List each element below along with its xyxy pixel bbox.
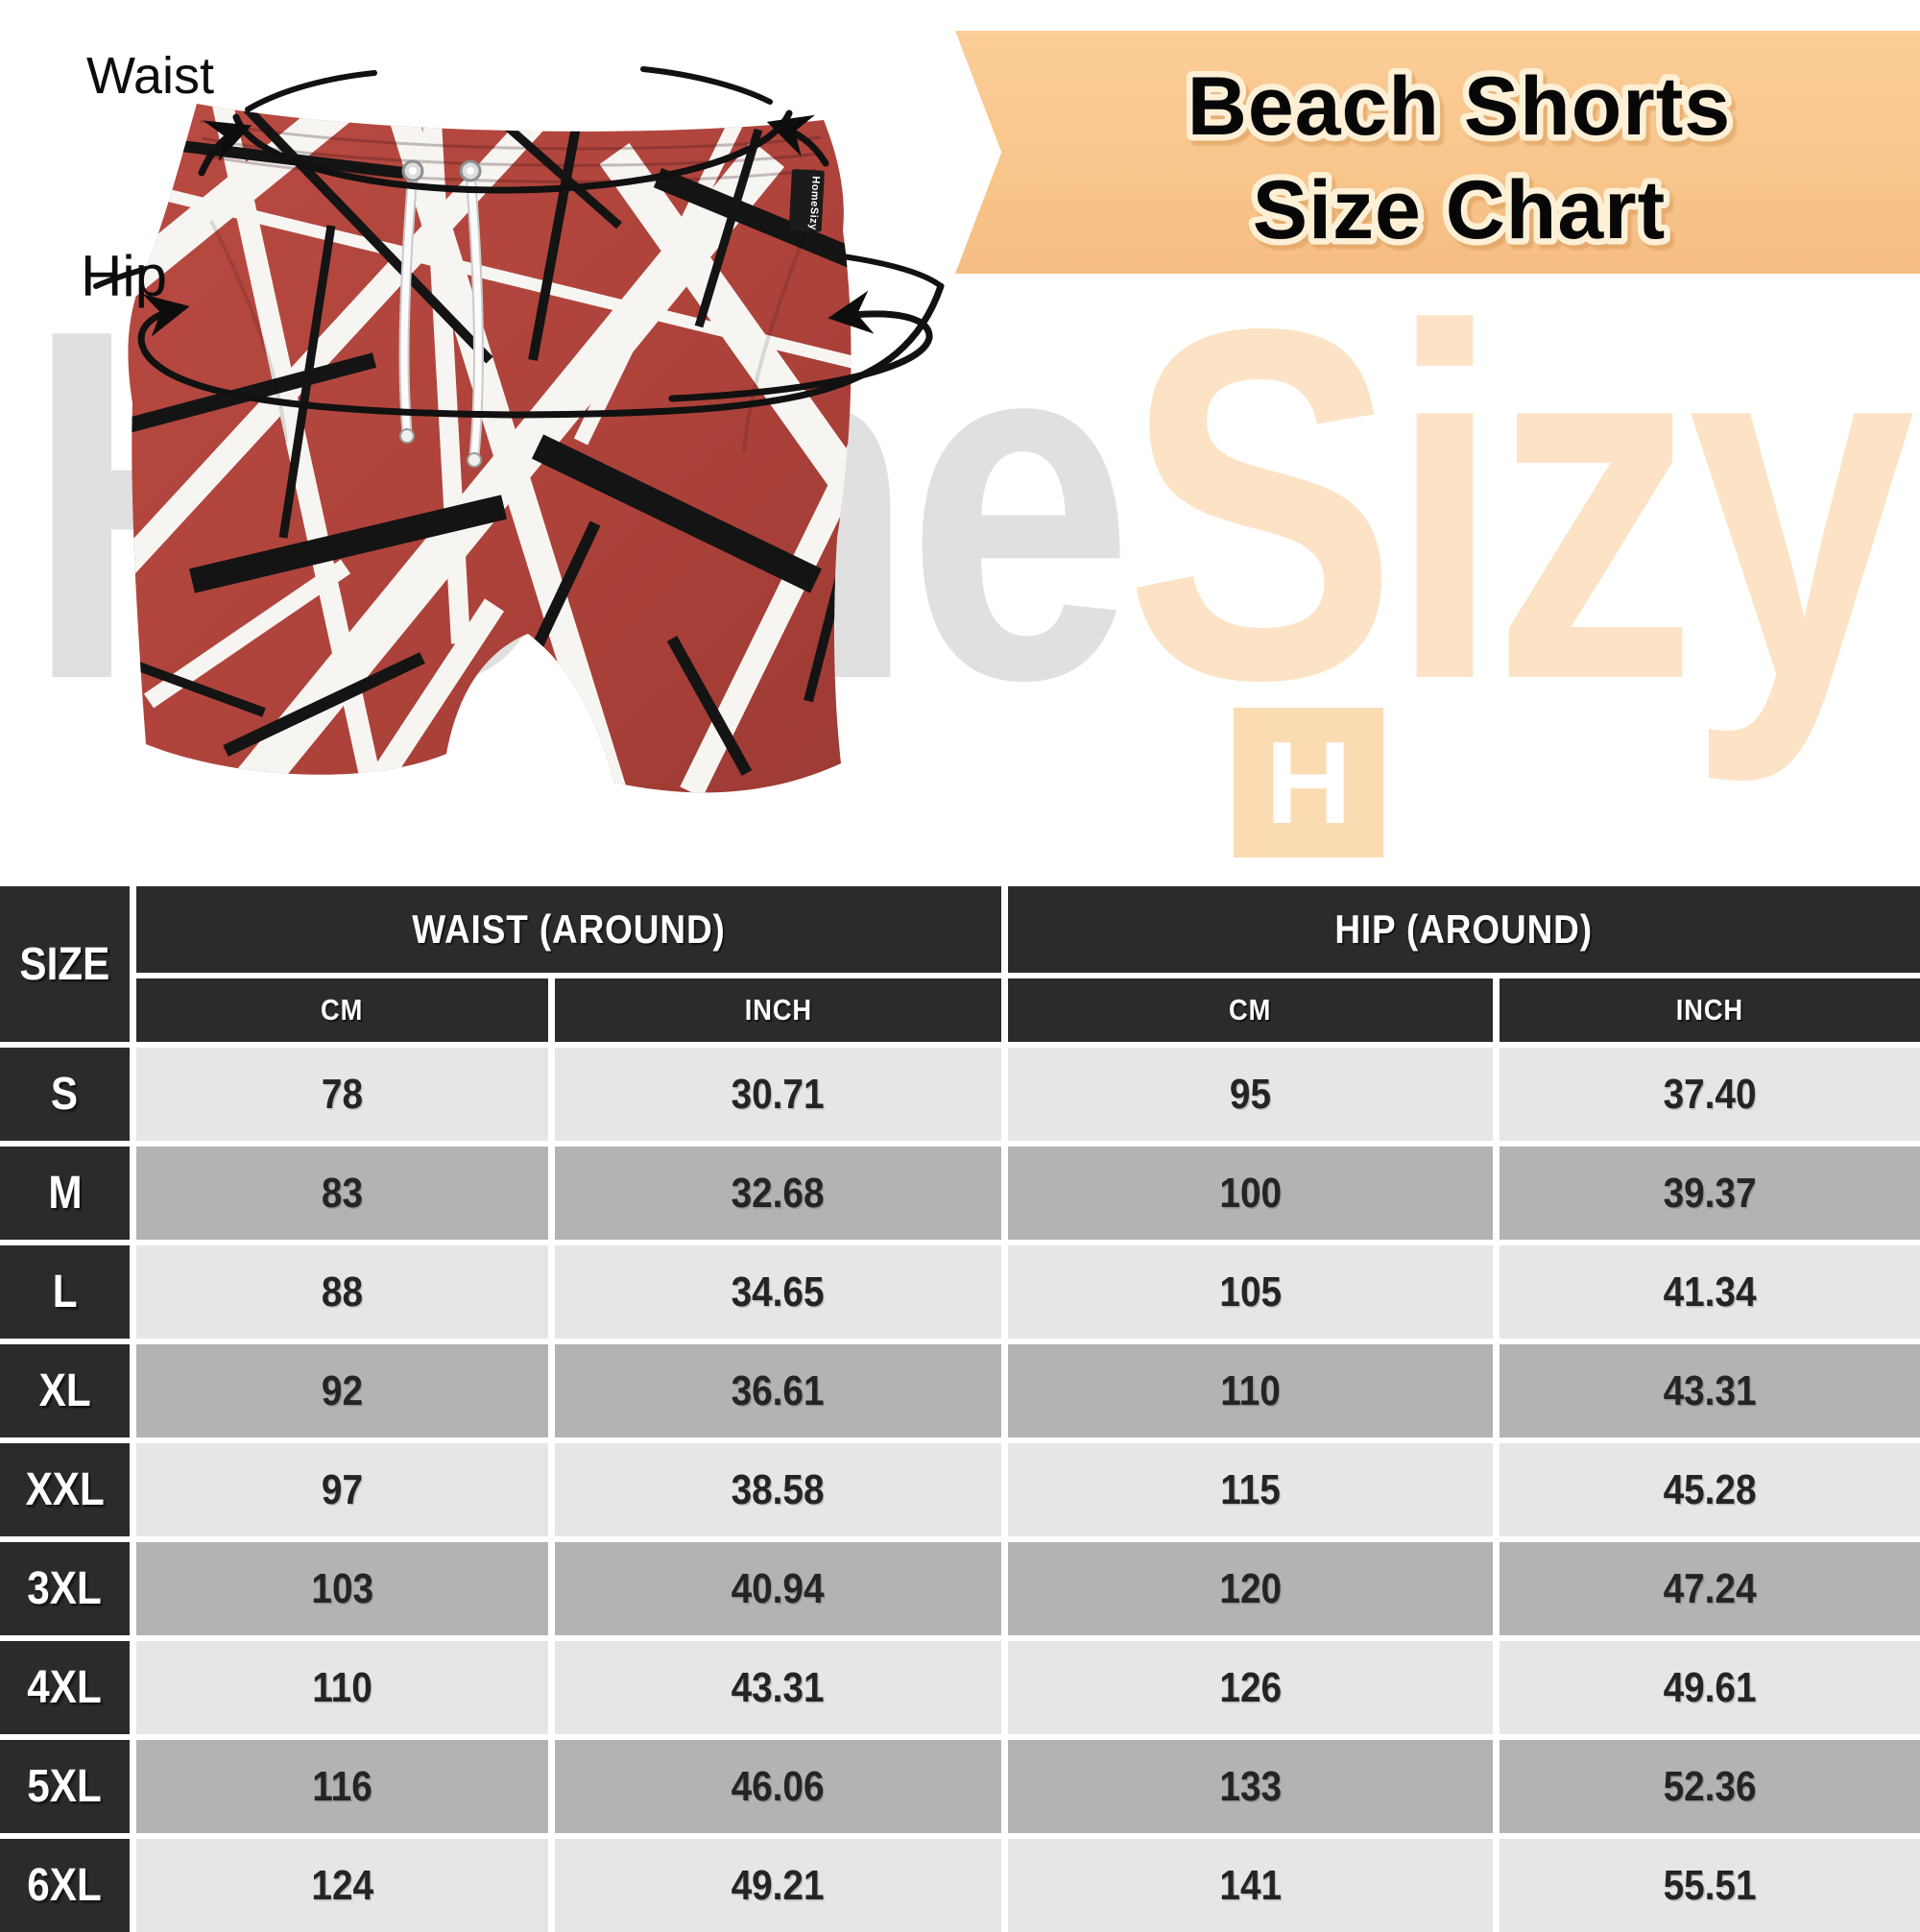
- hip-cm-header: CM: [1008, 978, 1493, 1042]
- waist-inch-value: 43.31: [555, 1641, 1001, 1734]
- brand-logo: H: [1234, 708, 1383, 857]
- title-banner-text-svg: Beach Shorts Size Chart: [1181, 55, 1736, 263]
- waist-ring-arrow-left: [198, 120, 252, 177]
- banner-title-line1: Beach Shorts: [1188, 60, 1731, 153]
- hip-cm-value: 115: [1008, 1443, 1493, 1536]
- brand-logo-letter: H: [1265, 717, 1352, 848]
- hip-cm-value: 95: [1008, 1048, 1493, 1141]
- hip-section-header: HIP (AROUND): [1008, 886, 1920, 973]
- size-row-label: S: [0, 1048, 130, 1141]
- size-row-label: 5XL: [0, 1740, 130, 1833]
- brand-tag-text: HomeSizy: [807, 176, 822, 231]
- hip-ring-arrow-right: [668, 290, 933, 402]
- waist-cm-value: 92: [136, 1344, 548, 1437]
- size-row-label: XL: [0, 1344, 130, 1437]
- seam-lines: [209, 220, 808, 452]
- shorts-figure: HomeSizy: [58, 29, 979, 807]
- size-row-label: 4XL: [0, 1641, 130, 1734]
- waist-section-header: WAIST (AROUND): [136, 886, 1001, 973]
- hip-inch-value: 47.24: [1500, 1542, 1920, 1635]
- hip-cm-value: 120: [1008, 1542, 1493, 1635]
- hip-inch-value: 37.40: [1500, 1048, 1920, 1141]
- waist-ring-front: [232, 109, 793, 194]
- hip-label: Hip: [81, 244, 168, 308]
- pattern-black-streaks: [128, 104, 852, 776]
- brand-tag: HomeSizy: [788, 169, 825, 232]
- waist-inch-value: 40.94: [555, 1542, 1001, 1635]
- hip-inch-value: 52.36: [1500, 1740, 1920, 1833]
- waist-ring-arrow-right: [766, 114, 829, 167]
- waist-cm-value: 103: [136, 1542, 548, 1635]
- size-row-label: XXL: [0, 1443, 130, 1536]
- waist-cm-value: 124: [136, 1839, 548, 1932]
- hip-inch-header: INCH: [1500, 978, 1920, 1042]
- size-row-label: M: [0, 1147, 130, 1240]
- hip-inch-value: 49.61: [1500, 1641, 1920, 1734]
- waist-inch-value: 46.06: [555, 1740, 1001, 1833]
- size-row-label: 6XL: [0, 1839, 130, 1932]
- size-row-label: 3XL: [0, 1542, 130, 1635]
- waist-inch-value: 34.65: [555, 1245, 1001, 1339]
- waist-cm-value: 97: [136, 1443, 548, 1536]
- waist-label: Waist: [86, 47, 214, 105]
- waist-cm-value: 83: [136, 1147, 548, 1240]
- title-banner: Beach Shorts Size Chart: [955, 31, 1920, 274]
- hip-cm-value: 141: [1008, 1839, 1493, 1932]
- waist-cm-value: 78: [136, 1048, 548, 1141]
- beach-shorts-graphic: HomeSizy: [93, 66, 945, 793]
- hip-inch-value: 41.34: [1500, 1245, 1920, 1339]
- hip-cm-value: 110: [1008, 1344, 1493, 1437]
- shorts-body: HomeSizy: [128, 104, 852, 793]
- hip-cm-value: 105: [1008, 1245, 1493, 1339]
- waist-cm-header: CM: [136, 978, 548, 1042]
- hip-cm-value: 133: [1008, 1740, 1493, 1833]
- waist-inch-value: 49.21: [555, 1839, 1001, 1932]
- waistband-ridges: [199, 119, 822, 183]
- waist-cm-value: 116: [136, 1740, 548, 1833]
- size-chart-table: SIZE WAIST (AROUND) HIP (AROUND) CM INCH…: [0, 886, 1920, 1932]
- banner-title-line2: Size Chart: [1253, 164, 1667, 256]
- waist-inch-header: INCH: [555, 978, 1001, 1042]
- hip-inch-value: 55.51: [1500, 1839, 1920, 1932]
- hip-cm-value: 126: [1008, 1641, 1493, 1734]
- brand-watermark-peach: Sizy: [1124, 226, 1915, 784]
- waist-inch-value: 30.71: [555, 1048, 1001, 1141]
- hip-inch-value: 43.31: [1500, 1344, 1920, 1437]
- hip-inch-value: 39.37: [1500, 1147, 1920, 1240]
- waist-inch-value: 36.61: [555, 1344, 1001, 1437]
- waist-inch-value: 32.68: [555, 1147, 1001, 1240]
- size-row-label: L: [0, 1245, 130, 1339]
- size-column-header: SIZE: [0, 886, 130, 1042]
- measure-ring-front-arcs: [137, 109, 945, 419]
- drawstring: [398, 159, 484, 468]
- waist-cm-value: 110: [136, 1641, 548, 1734]
- waist-inch-value: 38.58: [555, 1443, 1001, 1536]
- hip-cm-value: 100: [1008, 1147, 1493, 1240]
- hip-inch-value: 45.28: [1500, 1443, 1920, 1536]
- waist-cm-value: 88: [136, 1245, 548, 1339]
